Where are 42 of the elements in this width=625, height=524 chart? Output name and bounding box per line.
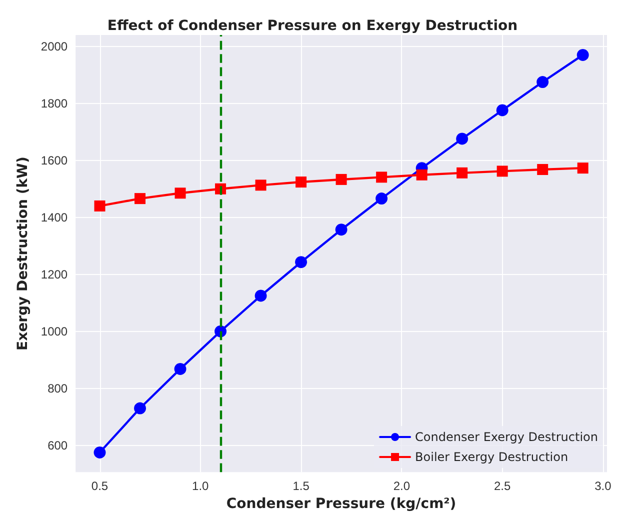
y-tick-label: 800 [48,381,68,396]
legend-label: Boiler Exergy Destruction [415,450,568,464]
point [576,48,589,61]
point [174,362,186,375]
point [335,224,348,236]
point [577,162,588,174]
point [134,402,146,414]
point [296,176,307,188]
point [255,180,266,191]
y-tick-label: 600 [48,438,68,452]
point [416,169,428,180]
y-tick-label: 1400 [40,210,68,224]
x-tick-label: 2.0 [393,479,410,494]
x-tick-label: 2.5 [494,479,511,494]
y-tick-label: 1600 [40,153,68,168]
point [536,76,549,88]
y-tick-label: 1200 [40,267,68,282]
x-tick-label: 0.5 [91,479,108,494]
point [254,290,267,302]
legend-label: Condenser Exergy Destruction [415,430,598,444]
x-tick-label: 1.0 [192,479,210,494]
point [94,200,106,212]
x-axis-title: Condenser Pressure (kg/cm²) [226,496,456,512]
point [537,164,548,175]
y-tick-label: 2000 [40,39,68,54]
y-tick-label: 1800 [40,96,68,110]
point [376,172,388,183]
point [295,256,308,268]
point [94,446,106,458]
point [496,166,508,177]
y-tick-label: 1000 [40,324,68,338]
point [456,167,468,178]
x-tick-label: 1.5 [292,479,310,494]
point [496,104,508,116]
point [376,192,388,205]
chart-title: Effect of Condenser Pressure on Exergy Destruction [107,18,518,34]
x-tick-label: 3.0 [594,479,612,494]
point [134,193,146,204]
point [336,174,347,185]
y-axis-title: Exergy Destruction (kW) [15,156,31,350]
point [456,132,468,145]
point [174,188,186,199]
